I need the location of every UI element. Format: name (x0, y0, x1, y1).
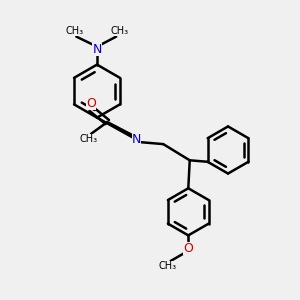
Text: O: O (183, 242, 193, 255)
Text: CH₃: CH₃ (79, 134, 97, 144)
Text: O: O (86, 97, 96, 110)
Text: CH₃: CH₃ (110, 26, 128, 36)
Text: CH₃: CH₃ (66, 26, 84, 36)
Text: N: N (92, 44, 102, 56)
Text: CH₃: CH₃ (159, 261, 177, 271)
Text: N: N (132, 133, 141, 146)
